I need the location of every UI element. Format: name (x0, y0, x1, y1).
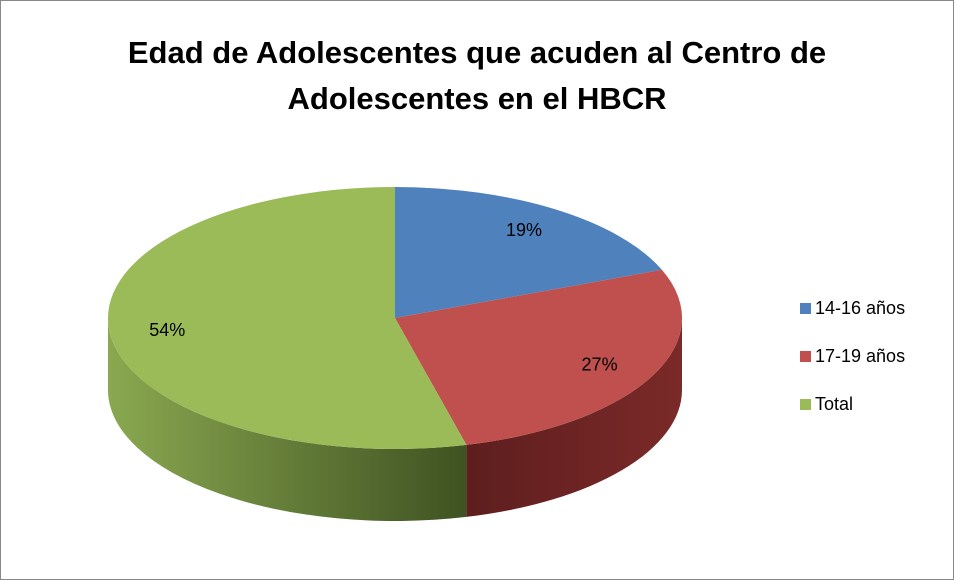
legend-label: 14-16 años (815, 298, 905, 318)
chart-title: Edad de Adolescentes que acuden al Centr… (127, 35, 827, 116)
data-label: 54% (149, 320, 185, 340)
slice-side (108, 318, 467, 521)
pie-slice (395, 269, 682, 445)
pie-slice (395, 187, 662, 318)
legend-label: Total (815, 394, 853, 414)
data-label: 19% (506, 220, 542, 240)
data-label: 27% (582, 354, 618, 374)
legend-swatch (800, 351, 811, 362)
legend-label: 17-19 años (815, 346, 905, 366)
legend-swatch (800, 303, 811, 314)
slice-side (466, 318, 682, 517)
legend-swatch (800, 399, 811, 410)
pie-slice (107, 187, 467, 449)
